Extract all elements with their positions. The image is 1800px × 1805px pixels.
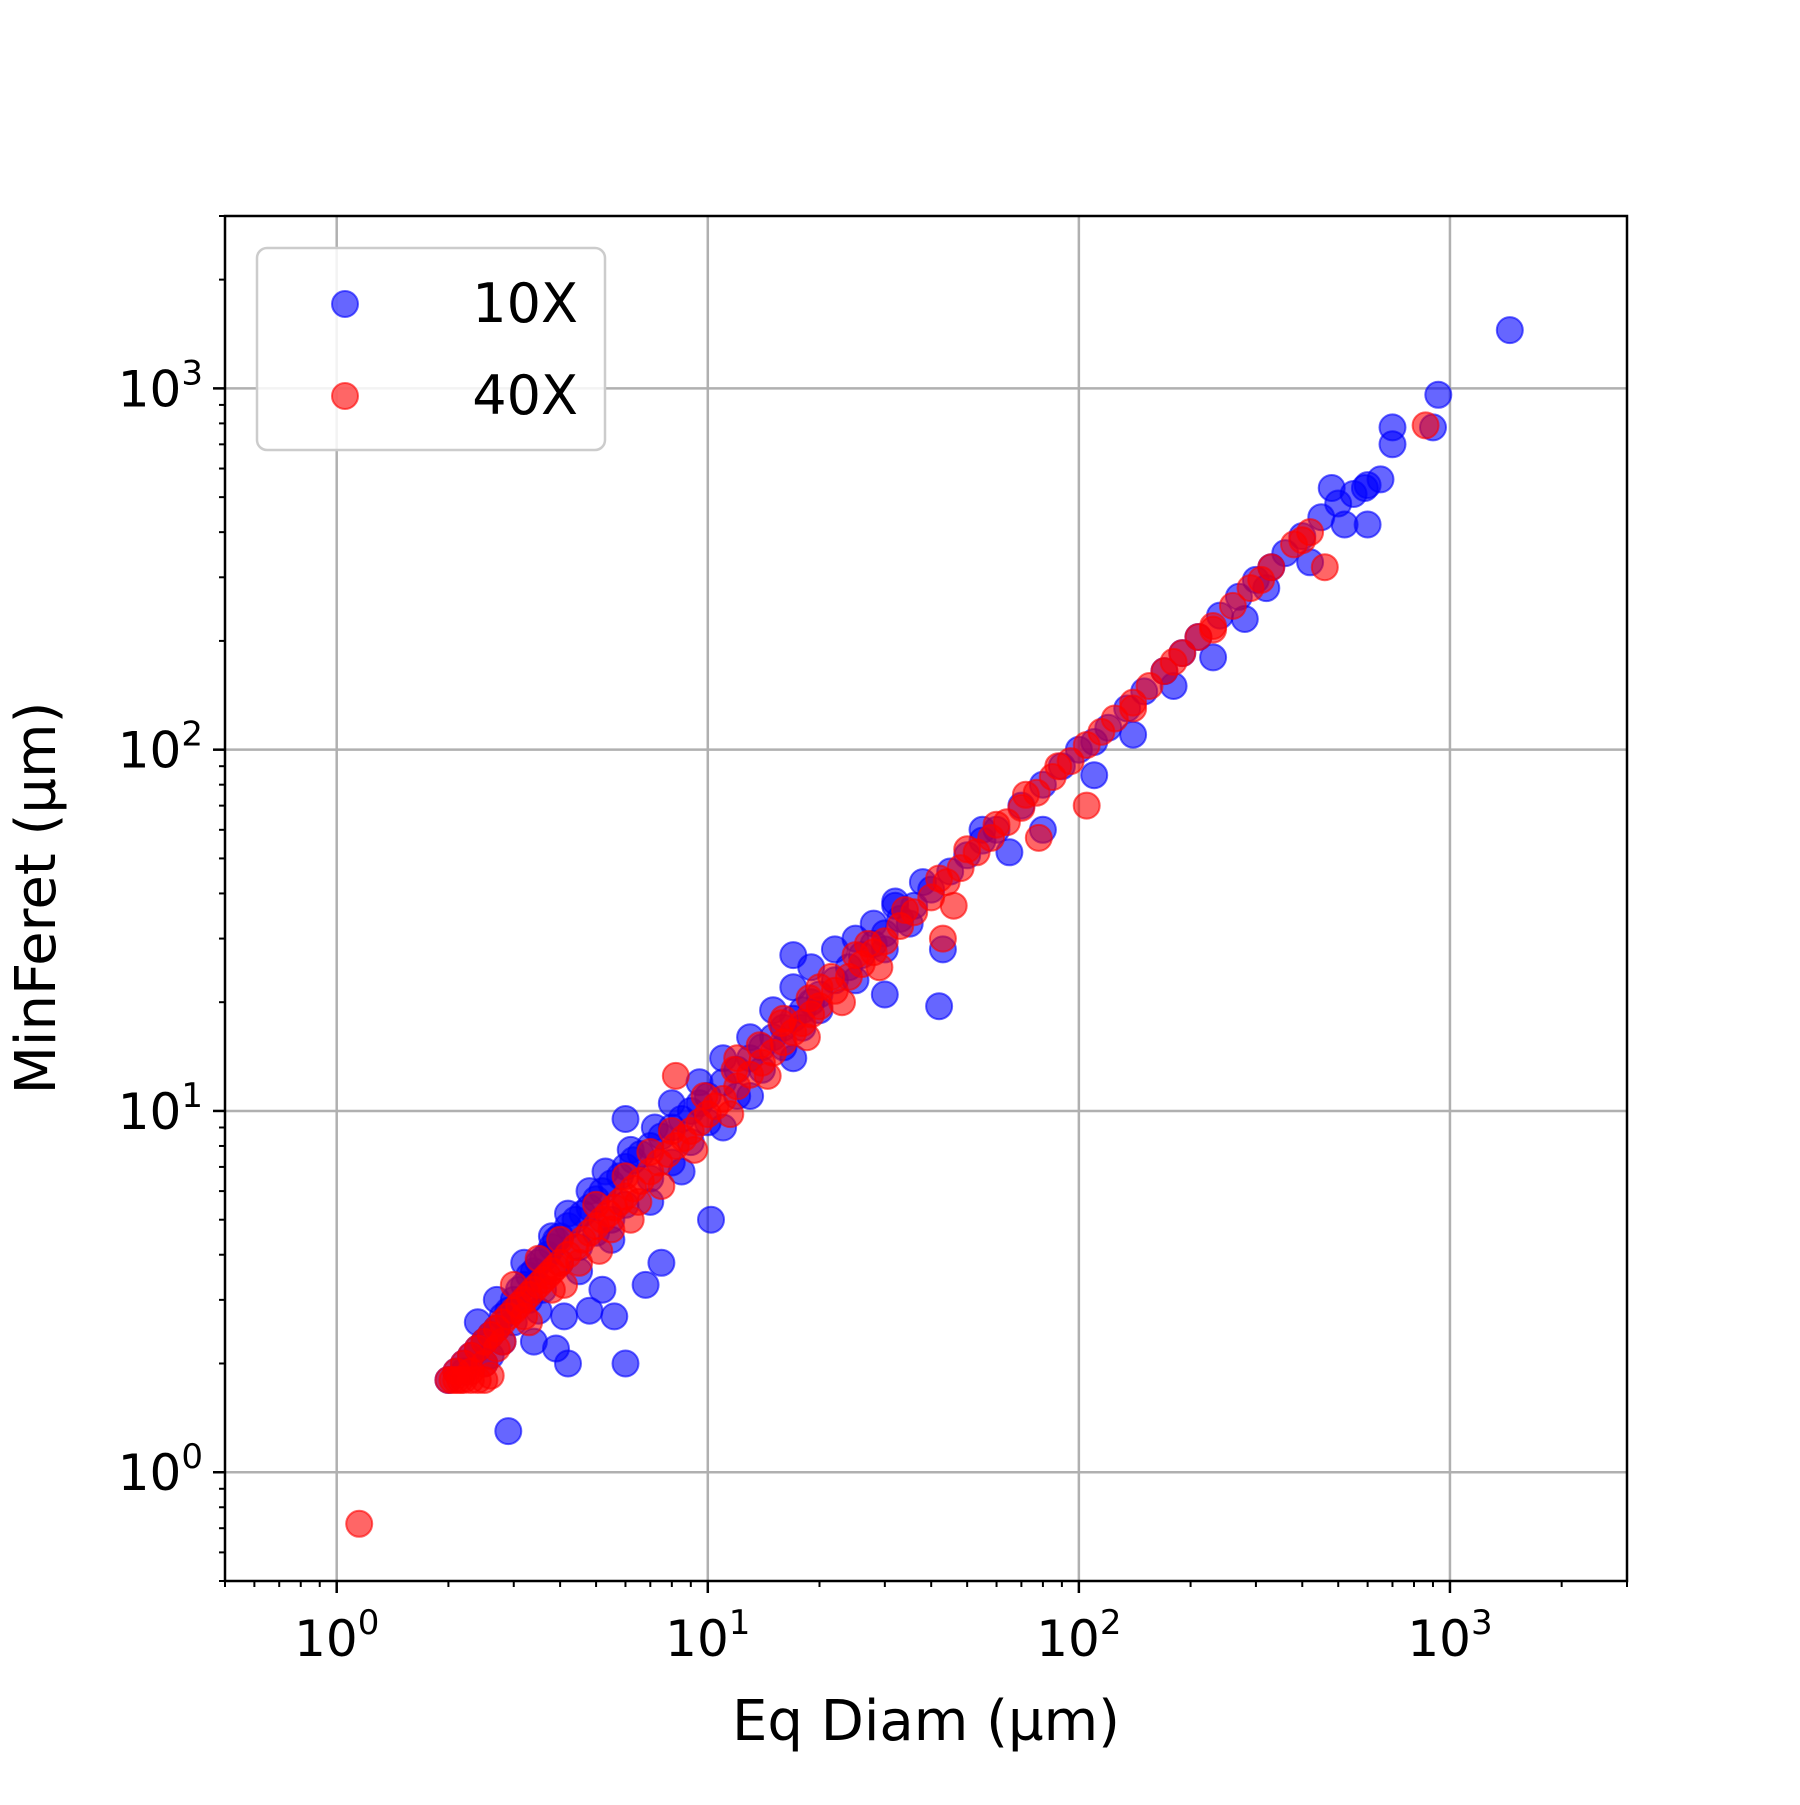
point-10x [995, 838, 1024, 867]
point-40x [745, 1031, 774, 1060]
x-tick-label: 102 [1036, 1603, 1121, 1668]
point-40x [1218, 591, 1247, 620]
point-40x [939, 891, 968, 920]
point-40x [546, 1225, 575, 1254]
point-40x [928, 924, 957, 953]
point-40x [482, 1334, 511, 1363]
point-40x [611, 1162, 640, 1191]
point-40x [616, 1205, 645, 1234]
y-tick-label: 100 [118, 1437, 203, 1502]
point-40x [1024, 823, 1053, 852]
point-10x [1424, 380, 1453, 409]
y-tick-label: 102 [118, 715, 203, 780]
point-10x [1350, 474, 1379, 502]
data-points [345, 316, 1524, 1538]
point-10x [1080, 761, 1109, 790]
point-40x [1119, 694, 1148, 723]
point-10x [550, 1302, 579, 1331]
point-10x [657, 1089, 686, 1118]
point-40x [795, 984, 824, 1013]
point-40x [515, 1308, 544, 1337]
point-40x [891, 896, 919, 924]
point-40x [524, 1244, 553, 1273]
point-10x [1353, 510, 1382, 539]
point-40x [1011, 780, 1040, 809]
y-axis-label: MinFeret (µm) [4, 702, 69, 1095]
point-40x [1247, 565, 1276, 594]
point-40x [853, 929, 882, 958]
legend-label-40x: 40X [472, 364, 578, 427]
point-40x [720, 1055, 749, 1084]
point-10x [697, 1205, 725, 1234]
legend-marker-40x [331, 382, 359, 410]
point-40x [680, 1135, 709, 1164]
legend-label-10x: 10X [472, 272, 578, 335]
point-10x [631, 1270, 660, 1299]
legend: 10X 40X [255, 246, 607, 452]
point-40x [1044, 752, 1073, 781]
point-40x [953, 835, 982, 864]
plot-frame [223, 214, 1629, 1583]
x-tick-label: 103 [1407, 1603, 1492, 1668]
point-10x [554, 1199, 582, 1228]
point-40x [1411, 411, 1440, 440]
axis-ticks [213, 215, 1628, 1593]
point-40x [499, 1270, 528, 1299]
point-10x [870, 980, 899, 1009]
series-40x [345, 411, 1440, 1538]
point-40x [1310, 553, 1339, 582]
point-10x [494, 1417, 523, 1446]
point-40x [585, 1236, 614, 1265]
point-10x [600, 1302, 629, 1331]
point-10x [1495, 316, 1524, 345]
point-10x [1317, 474, 1346, 502]
point-10x [647, 1248, 676, 1277]
point-10x [542, 1334, 570, 1363]
legend-marker-10x [331, 290, 359, 318]
point-40x [767, 1009, 796, 1038]
point-40x [636, 1138, 665, 1166]
point-40x [1072, 791, 1101, 820]
point-40x [792, 1023, 821, 1052]
point-10x [611, 1349, 640, 1378]
point-40x [1288, 526, 1317, 555]
point-40x [550, 1270, 579, 1299]
x-tick-label: 100 [294, 1603, 379, 1668]
point-40x [657, 1117, 686, 1145]
point-40x [753, 1061, 782, 1090]
point-10x [575, 1296, 604, 1325]
point-40x [1159, 647, 1188, 676]
point-10x [611, 1105, 640, 1133]
point-40x [345, 1509, 374, 1538]
point-40x [690, 1082, 719, 1110]
point-10x [588, 1275, 617, 1304]
tick-labels: 100 101 102 103 100 101 102 103 [118, 353, 1493, 1668]
point-40x [716, 1100, 745, 1129]
point-10x [1199, 643, 1228, 672]
point-40x [817, 962, 846, 991]
plot-area [345, 316, 1524, 1538]
point-40x [982, 810, 1011, 839]
point-40x [1199, 615, 1228, 644]
point-40x [647, 1172, 676, 1200]
point-40x [865, 953, 894, 982]
point-40x [661, 1061, 690, 1090]
y-tick-label: 103 [118, 353, 203, 418]
point-10x [779, 941, 808, 970]
x-tick-label: 101 [665, 1603, 750, 1668]
point-40x [582, 1190, 611, 1219]
point-40x [925, 864, 954, 893]
y-tick-label: 101 [118, 1076, 203, 1141]
point-10x [1378, 413, 1407, 442]
x-axis-label: Eq Diam (µm) [732, 1689, 1120, 1754]
point-40x [828, 988, 856, 1017]
point-40x [456, 1357, 485, 1386]
point-10x [925, 992, 954, 1021]
